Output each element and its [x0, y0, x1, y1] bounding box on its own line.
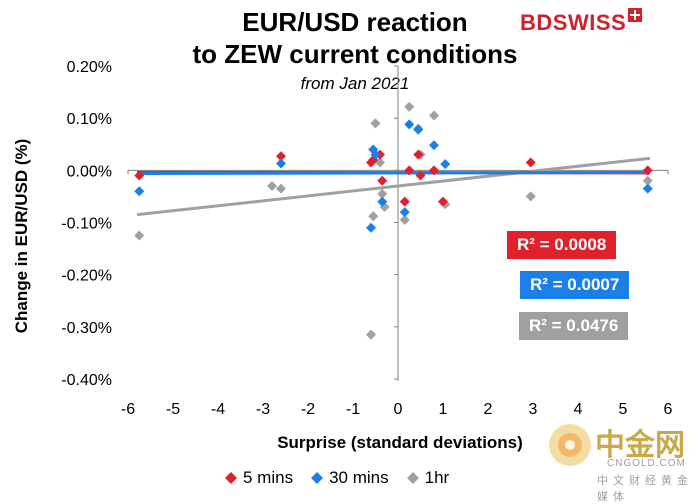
x-tick-label: -6	[121, 401, 135, 418]
data-point-30-mins	[440, 159, 451, 170]
data-point-5-mins	[429, 165, 439, 176]
watermark: 中金网 CNGOLD.COM 中文财经黄金媒体	[543, 418, 693, 503]
data-point-5-mins	[413, 149, 424, 160]
y-tick-label: -0.30%	[61, 320, 112, 337]
legend-label: 30 mins	[329, 468, 389, 487]
chart-subtitle: from Jan 2021	[300, 74, 410, 93]
x-tick-label: -2	[301, 401, 315, 418]
swiss-cross-icon	[628, 8, 643, 22]
watermark-logo-icon	[549, 424, 591, 466]
chart-title-line1: EUR/USD reaction	[242, 7, 468, 37]
data-point-1hr	[134, 230, 145, 241]
data-point-1hr	[429, 110, 439, 121]
data-point-30-mins	[370, 149, 381, 160]
y-tick-label: 0.00%	[67, 163, 112, 180]
x-tick-label: -3	[256, 401, 270, 418]
data-point-1hr	[399, 214, 410, 225]
data-point-1hr	[642, 175, 653, 186]
chart-title-line2: to ZEW current conditions	[192, 39, 518, 69]
x-tick-label: 0	[394, 401, 403, 418]
data-point-1hr	[525, 191, 536, 202]
legend-item-1hr: 1hr	[406, 468, 450, 488]
x-tick-label: -5	[166, 401, 180, 418]
legend-label: 5 mins	[243, 468, 294, 487]
data-point-5-mins	[404, 165, 415, 176]
x-tick-label: 1	[439, 401, 448, 418]
x-tick-label: 4	[574, 401, 583, 418]
data-point-5-mins	[415, 170, 426, 181]
y-tick-label: -0.40%	[61, 372, 112, 389]
data-point-30-mins	[366, 222, 376, 233]
x-axis-label: Surprise (standard deviations)	[277, 433, 523, 452]
data-point-1hr	[370, 118, 381, 129]
data-point-30-mins	[377, 196, 388, 207]
y-tick-label: -0.20%	[61, 268, 112, 285]
y-tick-label: -0.10%	[61, 216, 112, 233]
x-tick-label: 2	[484, 401, 493, 418]
diamond-marker-icon	[406, 472, 419, 484]
data-point-30-mins	[134, 186, 145, 197]
data-point-1hr	[368, 211, 379, 222]
legend-item-30mins: 30 mins	[311, 468, 389, 488]
x-tick-label: 6	[664, 401, 673, 418]
data-point-5-mins	[377, 175, 388, 186]
legend-label: 1hr	[424, 468, 450, 487]
diamond-marker-icon	[225, 472, 237, 484]
x-tick-label: -4	[211, 401, 225, 418]
data-point-30-mins	[413, 124, 424, 135]
data-point-1hr	[404, 101, 415, 112]
watermark-cn: 中金网	[595, 428, 685, 463]
data-point-5-mins	[438, 196, 448, 207]
r2-label-1hr: R² = 0.0476	[519, 312, 629, 340]
data-point-30-mins	[642, 183, 653, 194]
data-point-5-mins	[525, 157, 536, 168]
data-point-30-mins	[276, 158, 286, 169]
diamond-marker-icon	[311, 472, 324, 484]
x-tick-label: 5	[619, 401, 628, 418]
y-tick-label: 0.20%	[67, 59, 112, 76]
trendline-2	[136, 156, 651, 217]
data-point-5-mins	[642, 165, 653, 176]
data-point-5-mins	[276, 151, 286, 162]
data-point-5-mins	[134, 170, 145, 181]
data-point-1hr	[366, 329, 376, 340]
data-point-30-mins	[429, 140, 439, 151]
chart-title: EUR/USD reaction to ZEW current conditio…	[130, 6, 580, 70]
y-axis-label: Change in EUR/USD (%)	[12, 138, 31, 334]
data-point-1hr	[276, 183, 286, 194]
data-point-30-mins	[399, 207, 410, 218]
data-point-30-mins	[404, 119, 415, 130]
r2-label-5mins: R² = 0.0008	[507, 231, 617, 259]
trendline-1	[136, 170, 651, 175]
y-tick-label: 0.10%	[67, 111, 112, 128]
watermark-en: CNGOLD.COM	[607, 458, 686, 469]
x-tick-label: 3	[529, 401, 538, 418]
brand-logo: BDSWISS	[520, 8, 643, 36]
data-point-1hr	[377, 188, 388, 199]
data-point-1hr	[267, 180, 277, 191]
legend-item-5mins: 5 mins	[225, 468, 293, 488]
r2-label-30mins: R² = 0.0007	[520, 271, 630, 299]
x-tick-label: -1	[346, 401, 360, 418]
chart-legend: 5 mins 30 mins 1hr	[225, 468, 449, 488]
data-point-5-mins	[399, 196, 410, 207]
brand-text: BDSWISS	[520, 10, 627, 35]
watermark-sub: 中文财经黄金媒体	[597, 474, 693, 503]
